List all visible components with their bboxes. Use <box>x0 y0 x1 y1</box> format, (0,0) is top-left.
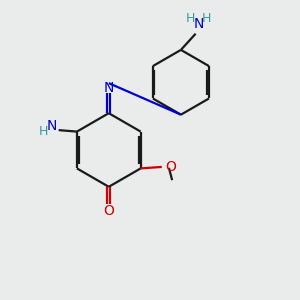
Text: N: N <box>194 17 204 31</box>
Text: N: N <box>47 119 57 133</box>
Text: H: H <box>39 125 49 138</box>
Text: O: O <box>166 160 177 174</box>
Text: H: H <box>202 12 212 25</box>
Text: O: O <box>103 204 114 218</box>
Text: N: N <box>103 81 114 94</box>
Text: H: H <box>186 12 195 25</box>
